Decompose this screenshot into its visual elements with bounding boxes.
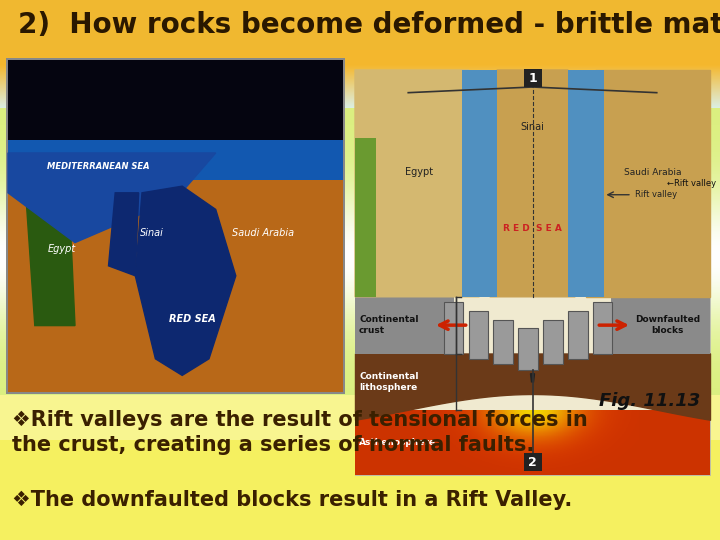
Polygon shape — [490, 70, 575, 297]
Text: ❖Rift valleys are the result of tensional forces in: ❖Rift valleys are the result of tensiona… — [12, 410, 588, 430]
Text: Sinai: Sinai — [521, 122, 544, 132]
Text: 1: 1 — [528, 71, 537, 84]
Text: ←Rift valley: ←Rift valley — [667, 179, 716, 188]
Text: Saudi Arabia: Saudi Arabia — [232, 228, 294, 238]
Text: ❖The downfaulted blocks result in a Rift Valley.: ❖The downfaulted blocks result in a Rift… — [12, 490, 572, 510]
Text: Downfaulted
blocks: Downfaulted blocks — [635, 315, 700, 335]
Text: RED SEA: RED SEA — [169, 314, 215, 324]
Polygon shape — [135, 186, 236, 375]
Bar — [355, 297, 454, 354]
Text: Asthenosphere: Asthenosphere — [359, 438, 436, 447]
Text: Continental
lithosphere: Continental lithosphere — [359, 372, 418, 391]
Bar — [6, 58, 345, 394]
Bar — [8, 140, 343, 179]
Bar — [568, 311, 588, 359]
Text: Saudi Arabia: Saudi Arabia — [624, 167, 682, 177]
Bar — [523, 453, 541, 471]
Text: MEDITERRANEAN SEA: MEDITERRANEAN SEA — [47, 162, 150, 171]
Polygon shape — [8, 153, 216, 242]
Bar — [355, 410, 710, 475]
Bar — [523, 69, 541, 87]
Bar — [0, 395, 720, 440]
Polygon shape — [24, 179, 75, 326]
Polygon shape — [168, 193, 189, 292]
Bar — [444, 302, 463, 354]
Bar — [568, 70, 603, 297]
Text: Fig. 11.13: Fig. 11.13 — [599, 392, 700, 410]
Text: Rift valley: Rift valley — [636, 190, 678, 199]
Text: Continental
crust: Continental crust — [359, 315, 418, 335]
Polygon shape — [531, 374, 534, 382]
Bar — [8, 60, 343, 153]
Text: Sinai: Sinai — [140, 228, 164, 238]
Bar — [593, 302, 613, 354]
Text: R E D  S E A: R E D S E A — [503, 224, 562, 233]
Polygon shape — [109, 193, 139, 276]
Text: 2: 2 — [528, 456, 537, 469]
Text: the crust, creating a series of normal faults.: the crust, creating a series of normal f… — [12, 435, 534, 455]
Bar — [518, 328, 538, 370]
Polygon shape — [355, 70, 480, 297]
Bar — [355, 70, 710, 297]
Bar — [355, 138, 377, 297]
Bar — [493, 320, 513, 365]
Polygon shape — [586, 70, 710, 297]
Bar — [611, 297, 710, 354]
Bar — [0, 0, 720, 50]
Bar — [469, 311, 488, 359]
Text: Egypt: Egypt — [48, 244, 76, 254]
Bar — [8, 153, 343, 392]
Bar — [355, 70, 710, 475]
Bar — [0, 395, 720, 540]
Bar — [543, 320, 562, 365]
Text: Egypt: Egypt — [405, 167, 433, 177]
Text: 2)  How rocks become deformed - brittle materials: 2) How rocks become deformed - brittle m… — [18, 11, 720, 39]
Bar — [462, 70, 497, 297]
